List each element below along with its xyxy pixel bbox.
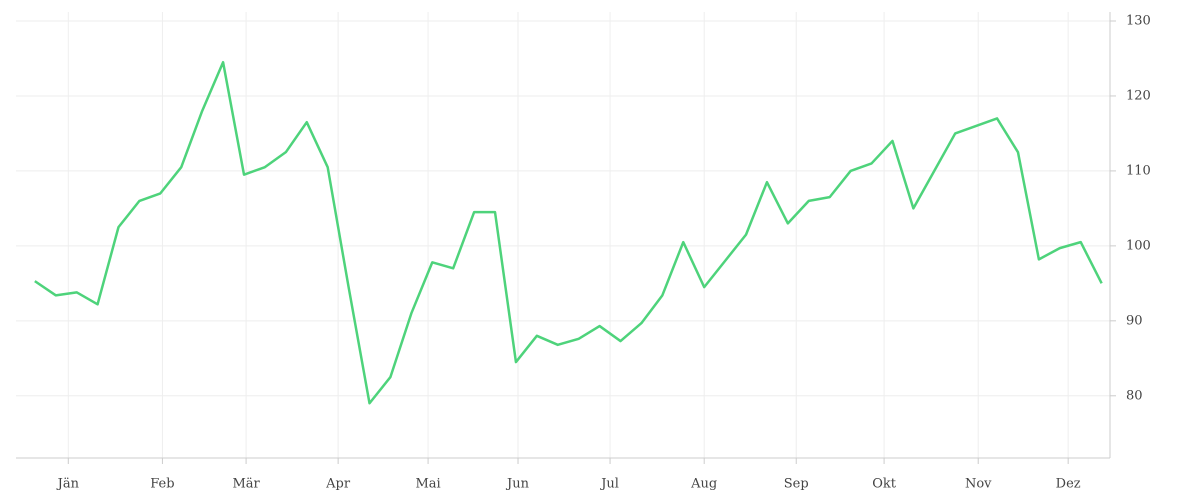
x-tick-label: Jul	[599, 477, 619, 492]
x-tick-label: Mai	[415, 477, 440, 492]
x-tick-label: Jun	[505, 477, 530, 492]
x-tick-label: Mär	[232, 477, 260, 492]
x-tick-label: Feb	[150, 477, 174, 492]
x-tick-label: Dez	[1056, 477, 1081, 492]
x-tick-label: Jän	[56, 477, 80, 492]
x-tick-label: Okt	[872, 477, 897, 492]
y-tick-label: 130	[1126, 13, 1151, 28]
x-tick-label: Apr	[325, 477, 351, 492]
line	[34, 60, 1103, 405]
x-tick-label: Aug	[690, 477, 717, 492]
y-tick-label: 90	[1126, 313, 1143, 328]
x-tick-label: Nov	[965, 477, 992, 492]
y-tick-label: 120	[1126, 88, 1151, 103]
y-tick-label: 80	[1126, 388, 1143, 403]
y-tick-label: 100	[1126, 238, 1151, 253]
x-tick-label: Sep	[784, 477, 809, 492]
y-tick-label: 110	[1126, 163, 1151, 178]
